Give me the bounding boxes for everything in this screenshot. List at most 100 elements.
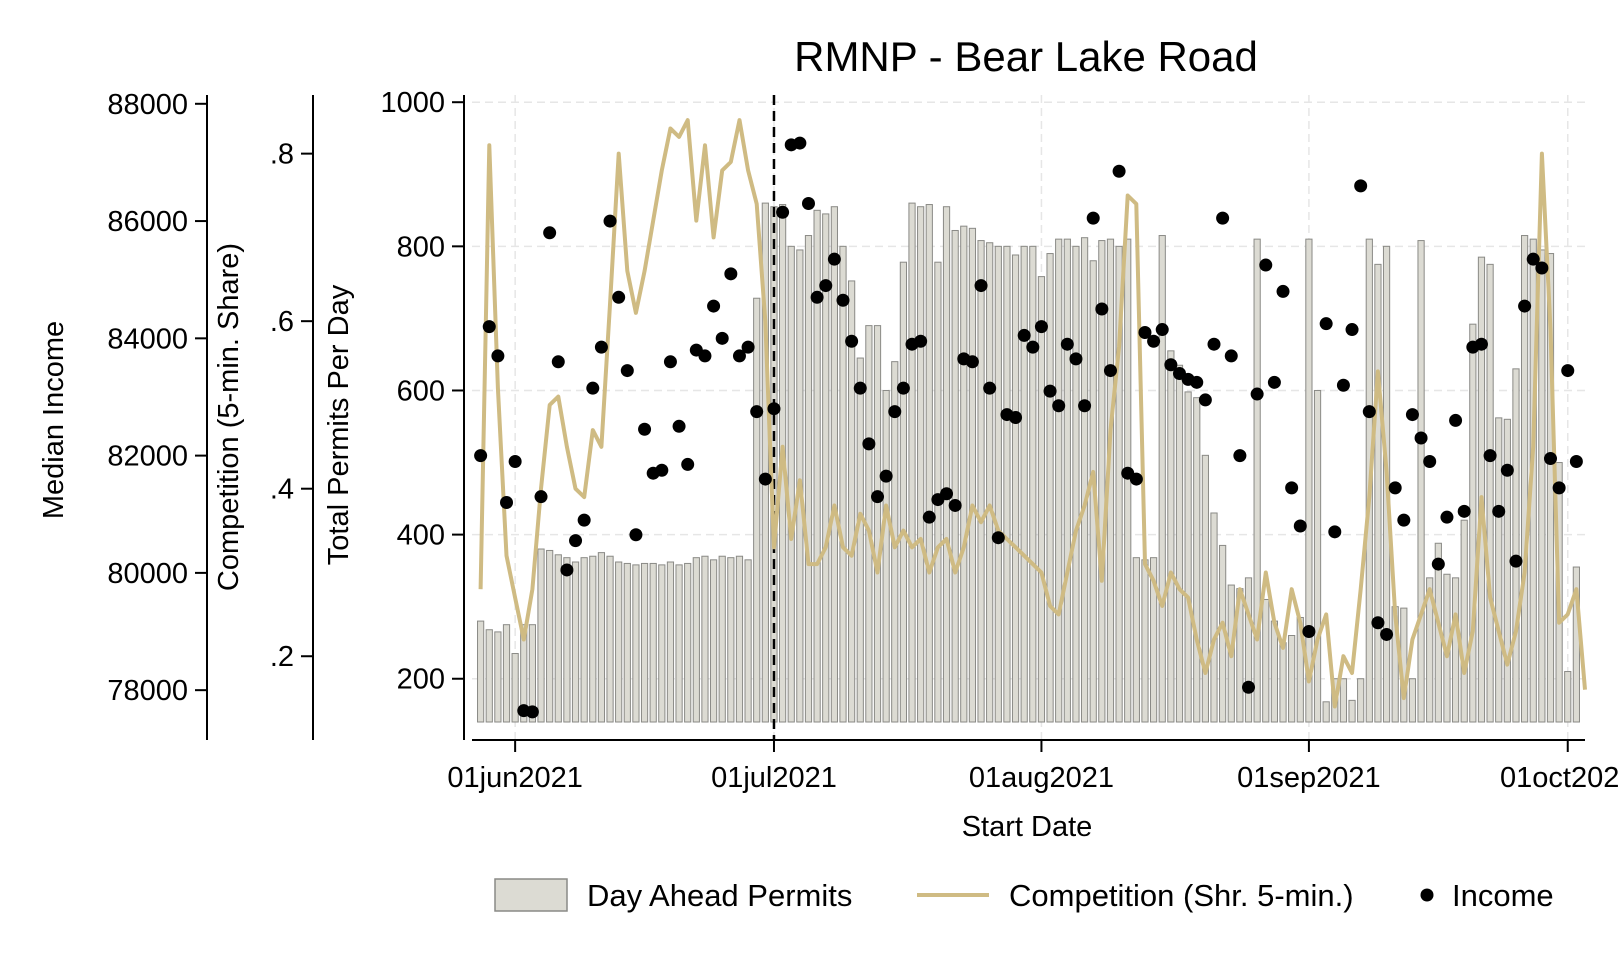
income-dot — [767, 402, 781, 416]
income-dot — [1034, 320, 1048, 334]
bar — [1167, 350, 1175, 723]
income-dot — [1362, 405, 1376, 419]
income-dot — [715, 331, 729, 345]
bar — [1244, 577, 1253, 723]
income-dot — [474, 449, 488, 463]
income-dot — [776, 205, 790, 219]
bar — [1011, 254, 1020, 723]
legend-swatch-permits — [494, 878, 568, 912]
income-dot — [1216, 211, 1230, 225]
bar — [658, 564, 666, 723]
bar — [1279, 642, 1287, 723]
bar — [1193, 397, 1201, 723]
income-axis-tick-label: 80000 — [107, 558, 188, 590]
bar — [1408, 678, 1417, 723]
bar — [804, 235, 813, 723]
bar — [1253, 238, 1261, 723]
bar — [1348, 699, 1356, 723]
bar — [994, 245, 1002, 723]
bar — [917, 206, 925, 723]
income-dot — [983, 381, 997, 395]
bar — [1141, 559, 1149, 723]
bar — [485, 629, 493, 723]
income-dot — [1336, 378, 1350, 392]
bar — [899, 261, 908, 723]
bar — [830, 206, 838, 723]
income-dot — [1569, 454, 1583, 468]
bar — [606, 555, 614, 723]
income-dot — [1026, 340, 1040, 354]
bar — [1149, 557, 1158, 723]
income-dot — [586, 381, 600, 395]
competition-axis-tick-label: .4 — [270, 474, 294, 506]
bar — [494, 631, 502, 723]
income-dot — [672, 419, 686, 433]
bar — [649, 562, 657, 723]
bar — [1288, 635, 1296, 723]
bar — [1055, 238, 1063, 723]
income-axis-label: Median Income — [38, 321, 70, 519]
income-dot — [1535, 261, 1549, 275]
income-dot — [577, 513, 591, 527]
permits-axis-tick-label: 1000 — [380, 87, 445, 119]
income-dot — [1319, 317, 1333, 331]
income-dot — [612, 290, 626, 304]
income-dot — [1276, 284, 1290, 298]
competition-axis-label: Competition (5-min. Share) — [213, 243, 245, 591]
bar — [623, 562, 631, 723]
income-dot — [1388, 481, 1402, 495]
legend-label-competition: Competition (Shr. 5-min.) — [1009, 878, 1354, 913]
bar — [520, 624, 528, 723]
income-dot — [1440, 510, 1454, 524]
permits-axis-label: Total Permits Per Day — [323, 284, 355, 565]
bar — [839, 245, 847, 723]
income-dot — [1009, 411, 1023, 424]
bar — [1512, 368, 1520, 723]
income-dot — [491, 349, 505, 363]
income-dot — [1086, 211, 1100, 225]
bar — [753, 297, 761, 723]
bar — [1486, 263, 1494, 723]
income-dot — [1138, 325, 1152, 339]
income-dot — [603, 214, 617, 228]
x-axis-tick-label: 01oct2021 — [1500, 762, 1620, 794]
bar — [848, 280, 856, 723]
bar — [1469, 323, 1477, 723]
bar — [856, 357, 864, 723]
income-dot — [1103, 364, 1117, 378]
income-dot — [1414, 431, 1428, 445]
bar — [684, 562, 692, 723]
bar — [640, 562, 649, 723]
income-dot — [1052, 399, 1066, 413]
income-dot — [862, 437, 876, 451]
bar — [1305, 238, 1313, 723]
income-axis-tick-label: 88000 — [107, 89, 188, 121]
bar — [908, 202, 916, 723]
legend: Day Ahead Permits Competition (Shr. 5-mi… — [494, 878, 1554, 913]
bar — [1538, 249, 1546, 723]
income-dot — [1518, 299, 1532, 313]
permits-axis: 200 400 600 800 1000 — [380, 87, 465, 740]
permits-axis-tick-label: 400 — [397, 520, 445, 552]
bar — [692, 557, 700, 723]
income-dot — [525, 705, 539, 719]
x-axis: 01jun2021 01jul2021 01aug2021 01sep2021 01oc… — [447, 739, 1620, 794]
income-dot — [914, 334, 928, 348]
income-dot — [1405, 408, 1419, 422]
income-dot — [871, 490, 885, 504]
bar — [1357, 678, 1365, 723]
bar — [813, 209, 821, 723]
bar — [718, 555, 726, 723]
income-dot — [741, 340, 755, 354]
bar — [1270, 620, 1279, 723]
bar — [1098, 240, 1106, 723]
income-dot — [569, 534, 583, 548]
bar — [546, 549, 554, 723]
bar — [822, 213, 830, 723]
income-dot — [1267, 375, 1281, 389]
income-axis-tick-label: 78000 — [107, 675, 188, 707]
income-dot — [1190, 375, 1204, 389]
income-dot — [1423, 454, 1437, 468]
bar — [701, 555, 709, 723]
income-dot — [629, 528, 643, 542]
